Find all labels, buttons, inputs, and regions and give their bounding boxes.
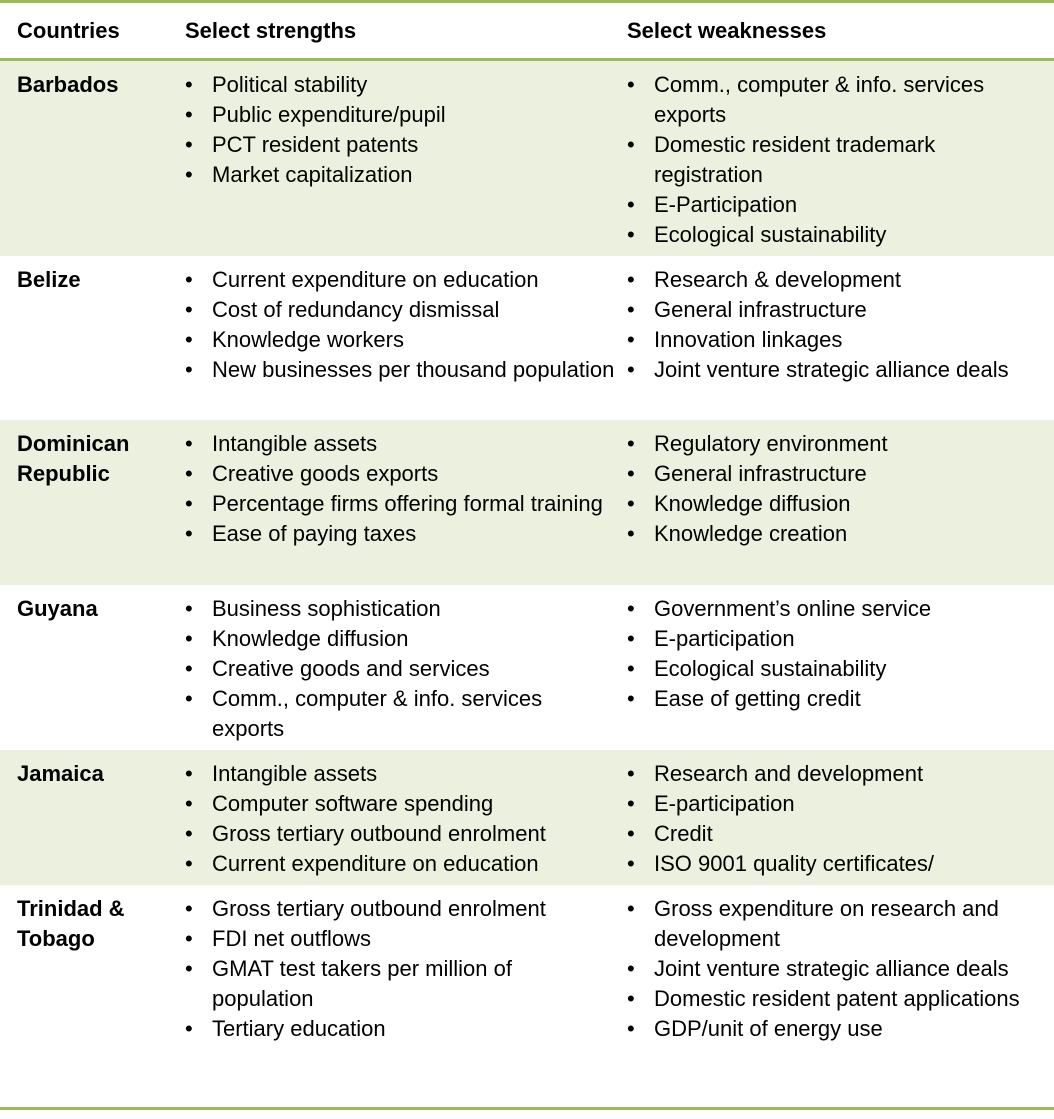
weakness-item: Domestic resident patent applications xyxy=(627,984,1042,1014)
weakness-item: Joint venture strategic alliance deals xyxy=(627,954,1042,984)
weakness-item: Comm., computer & info. services exports xyxy=(627,70,1042,130)
weakness-item: Ease of getting credit xyxy=(627,684,1042,714)
strength-item: Gross tertiary outbound enrolment xyxy=(185,894,615,924)
weaknesses-list: Comm., computer & info. services exports… xyxy=(627,61,1042,250)
strengths-list: Gross tertiary outbound enrolmentFDI net… xyxy=(185,885,615,1044)
strength-item: New businesses per thousand population xyxy=(185,355,615,385)
strength-item: Market capitalization xyxy=(185,160,615,190)
strength-item: Intangible assets xyxy=(185,759,615,789)
strength-item: Creative goods and services xyxy=(185,654,615,684)
strength-item: Gross tertiary outbound enrolment xyxy=(185,819,615,849)
weakness-item: Domestic resident trademark registration xyxy=(627,130,1042,190)
strength-item: Political stability xyxy=(185,70,615,100)
header-countries: Countries xyxy=(17,17,120,43)
strengths-list: Current expenditure on educationCost of … xyxy=(185,256,615,385)
table-row: Barbados Political stabilityPublic expend… xyxy=(0,61,1054,256)
strength-item: Current expenditure on education xyxy=(185,265,615,295)
weakness-item: Knowledge creation xyxy=(627,519,1042,549)
weakness-item: Gross expenditure on research and develo… xyxy=(627,894,1042,954)
table-row: Jamaica Intangible assetsComputer softwar… xyxy=(0,750,1054,885)
strengths-list: Business sophisticationKnowledge diffusi… xyxy=(185,585,615,744)
strength-item: Public expenditure/pupil xyxy=(185,100,615,130)
weakness-item: Research and development xyxy=(627,759,1042,789)
strength-item: Knowledge workers xyxy=(185,325,615,355)
strength-item: GMAT test takers per million of populati… xyxy=(185,954,615,1014)
strength-item: Cost of redundancy dismissal xyxy=(185,295,615,325)
weakness-item: Ecological sustainability xyxy=(627,654,1042,684)
strength-item: FDI net outflows xyxy=(185,924,615,954)
country-name: Belize xyxy=(17,267,81,292)
header-strengths: Select strengths xyxy=(185,17,357,43)
strength-item: PCT resident patents xyxy=(185,130,615,160)
strength-item: Computer software spending xyxy=(185,789,615,819)
weakness-item: Research & development xyxy=(627,265,1042,295)
weakness-item: Knowledge diffusion xyxy=(627,489,1042,519)
country-name: Jamaica xyxy=(17,761,104,786)
strength-item: Creative goods exports xyxy=(185,459,615,489)
table-row: Guyana Business sophisticationKnowledge d… xyxy=(0,585,1054,750)
strength-item: Knowledge diffusion xyxy=(185,624,615,654)
country-name: Guyana xyxy=(17,596,98,621)
weakness-item: GDP/unit of energy use xyxy=(627,1014,1042,1044)
weaknesses-list: Regulatory environmentGeneral infrastruc… xyxy=(627,420,1042,549)
strengths-list: Political stabilityPublic expenditure/pu… xyxy=(185,61,615,190)
weakness-item: Ecological sustainability xyxy=(627,220,1042,250)
weakness-item: E-participation xyxy=(627,789,1042,819)
weaknesses-list: Government’s online serviceE-participati… xyxy=(627,585,1042,714)
weaknesses-list: Research & developmentGeneral infrastruc… xyxy=(627,256,1042,385)
strength-item: Percentage firms offering formal trainin… xyxy=(185,489,615,519)
country-name: Trinidad & Tobago xyxy=(17,896,125,951)
strengths-list: Intangible assetsComputer software spend… xyxy=(185,750,615,879)
header-weaknesses: Select weaknesses xyxy=(627,17,827,43)
strengths-list: Intangible assetsCreative goods exportsP… xyxy=(185,420,615,549)
strength-item: Ease of paying taxes xyxy=(185,519,615,549)
table-row: Trinidad & Tobago Gross tertiary outbound… xyxy=(0,885,1054,1107)
weakness-item: Regulatory environment xyxy=(627,429,1042,459)
weakness-item: E-Participation xyxy=(627,190,1042,220)
weaknesses-list: Research and developmentE-participationC… xyxy=(627,750,1042,879)
weakness-item: General infrastructure xyxy=(627,295,1042,325)
strength-item: Current expenditure on education xyxy=(185,849,615,879)
weakness-item: Joint venture strategic alliance deals xyxy=(627,355,1042,385)
strength-item: Comm., computer & info. services exports xyxy=(185,684,615,744)
header-row: Countries Select strengths Select weakne… xyxy=(0,3,1054,61)
weakness-item: Government’s online service xyxy=(627,594,1042,624)
strength-item: Tertiary education xyxy=(185,1014,615,1044)
strength-item: Business sophistication xyxy=(185,594,615,624)
weakness-item: Credit xyxy=(627,819,1042,849)
table-row: Dominican Republic Intangible assetsCreat… xyxy=(0,420,1054,585)
country-name: Dominican Republic xyxy=(17,431,130,486)
strength-item: Intangible assets xyxy=(185,429,615,459)
weaknesses-list: Gross expenditure on research and develo… xyxy=(627,885,1042,1044)
weakness-item: E-participation xyxy=(627,624,1042,654)
country-name: Barbados xyxy=(17,72,119,97)
table-row: Belize Current expenditure on educationCo… xyxy=(0,256,1054,420)
weakness-item: ISO 9001 quality certificates/ xyxy=(627,849,1042,879)
weakness-item: General infrastructure xyxy=(627,459,1042,489)
weakness-item: Innovation linkages xyxy=(627,325,1042,355)
